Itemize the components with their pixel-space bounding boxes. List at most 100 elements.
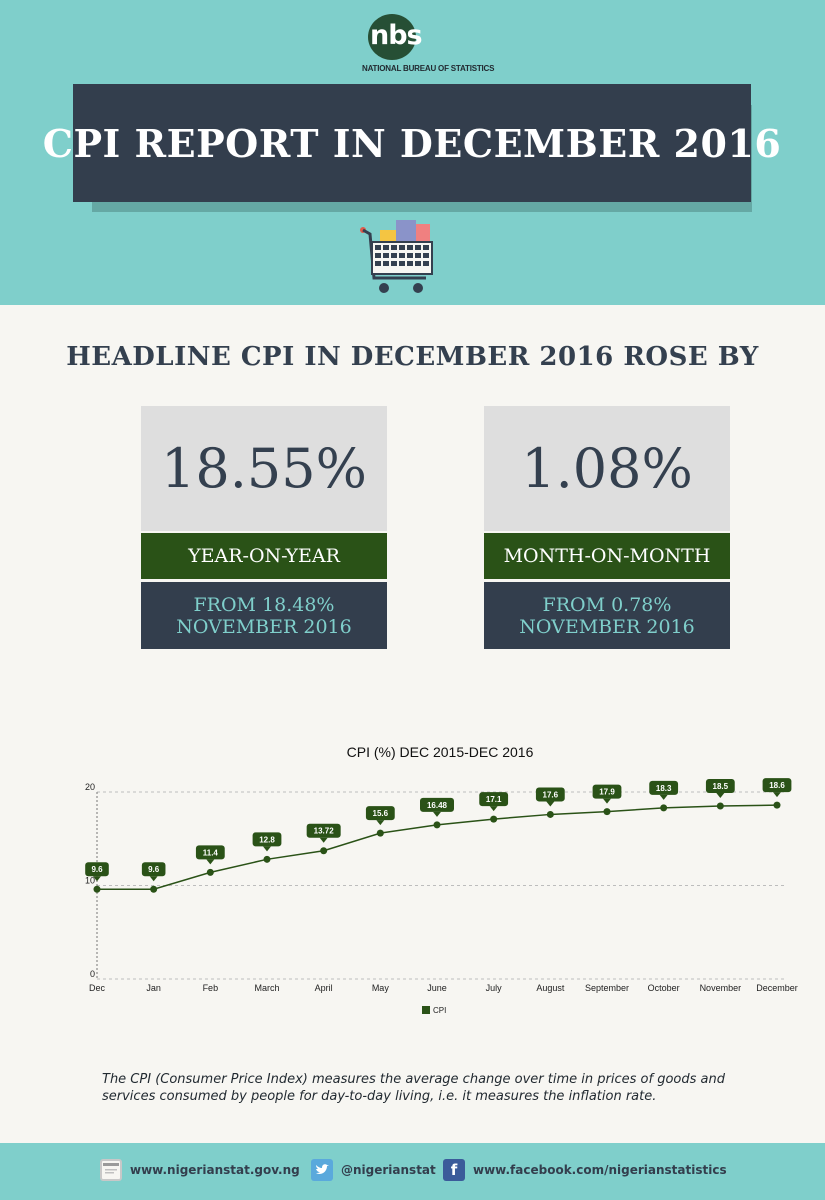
stat-previous: FROM 0.78% NOVEMBER 2016 xyxy=(484,582,730,649)
stat-card-year-on-year: 18.55% YEAR-ON-YEAR FROM 18.48% NOVEMBER… xyxy=(141,406,387,649)
data-label-box xyxy=(85,862,109,877)
stat-label: MONTH-ON-MONTH xyxy=(484,533,730,579)
x-tick-label: July xyxy=(486,983,503,993)
data-label-box xyxy=(479,792,509,807)
x-tick-label: Feb xyxy=(203,983,219,993)
data-label: 9.6 xyxy=(148,865,160,874)
data-label-box xyxy=(141,862,166,877)
data-label-box xyxy=(762,778,792,793)
header-banner: nbs NATIONAL BUREAU OF STATISTICS CPI RE… xyxy=(0,0,825,305)
data-label-box xyxy=(705,779,735,794)
footer: www.nigerianstat.gov.ng @nigerianstat f … xyxy=(0,1143,825,1200)
website-link[interactable]: www.nigerianstat.gov.ng xyxy=(100,1159,300,1181)
cpi-definition-note: The CPI (Consumer Price Index) measures … xyxy=(102,1072,725,1104)
data-point xyxy=(433,821,441,829)
data-point xyxy=(546,810,554,818)
nbs-logo: nbs NATIONAL BUREAU OF STATISTICS xyxy=(362,14,494,76)
chart-svg: CPI (%) DEC 2015-DEC 2016 0 10 20 Dec Jan Feb M… xyxy=(85,744,798,1015)
data-point xyxy=(716,802,724,810)
data-label: 17.6 xyxy=(543,790,559,799)
headline: HEADLINE CPI IN DECEMBER 2016 ROSE BY xyxy=(66,342,759,372)
x-tick-label: April xyxy=(315,983,333,993)
data-label-pointer xyxy=(93,876,101,882)
data-label-pointer xyxy=(489,806,498,812)
y-tick-label: 20 xyxy=(85,782,95,792)
data-label-pointer xyxy=(319,837,328,843)
data-point xyxy=(660,804,668,812)
data-label: 18.5 xyxy=(713,782,729,791)
data-label-pointer xyxy=(433,811,441,817)
stat-value: 18.55% xyxy=(141,406,387,531)
stat-label: YEAR-ON-YEAR xyxy=(141,533,387,579)
data-point xyxy=(773,801,781,809)
data-label: 15.6 xyxy=(373,809,389,818)
twitter-link[interactable]: @nigerianstat xyxy=(311,1159,436,1181)
cpi-line-chart: CPI (%) DEC 2015-DEC 2016 0 10 20 Dec Jan Feb M… xyxy=(70,735,810,1035)
data-label-box xyxy=(535,787,565,802)
data-label-box xyxy=(365,806,395,821)
data-point xyxy=(320,847,328,855)
facebook-url: www.facebook.com/nigerianstatistics xyxy=(473,1163,727,1177)
title-box: CPI REPORT IN DECEMBER 2016 xyxy=(43,84,781,202)
twitter-handle: @nigerianstat xyxy=(341,1163,436,1177)
data-point xyxy=(93,885,101,893)
data-label-pointer xyxy=(376,820,385,826)
data-label: 18.3 xyxy=(656,784,672,793)
data-point xyxy=(263,855,271,863)
stat-card-month-on-month: 1.08% MONTH-ON-MONTH FROM 0.78% NOVEMBER… xyxy=(484,406,730,649)
data-label: 17.9 xyxy=(599,788,615,797)
shopping-cart-icon xyxy=(360,220,433,293)
x-tick-label: May xyxy=(372,983,390,993)
x-tick-label: Jan xyxy=(146,983,161,993)
data-label-pointer xyxy=(773,792,781,798)
data-label-box xyxy=(306,823,341,838)
x-tick-label: August xyxy=(536,983,565,993)
website-text: www.nigerianstat.gov.ng xyxy=(130,1163,300,1177)
page-title: CPI REPORT IN DECEMBER 2016 xyxy=(42,120,782,166)
legend-label: CPI xyxy=(433,1006,446,1015)
data-label: 18.6 xyxy=(769,781,785,790)
logo-circle xyxy=(368,14,416,60)
legend-swatch xyxy=(422,1006,430,1014)
data-label-box xyxy=(252,832,282,847)
x-tick-label: October xyxy=(648,983,680,993)
x-tick-label: September xyxy=(585,983,629,993)
y-tick-label: 10 xyxy=(85,876,95,886)
data-label-pointer xyxy=(149,876,158,882)
logo-text: nbs xyxy=(370,20,423,51)
data-label-pointer xyxy=(716,793,725,799)
data-label-box xyxy=(649,780,679,795)
data-point xyxy=(376,829,384,837)
data-label-pointer xyxy=(659,794,668,800)
data-label-box xyxy=(592,784,622,799)
facebook-link[interactable]: f www.facebook.com/nigerianstatistics xyxy=(443,1159,727,1181)
agency-name: NATIONAL BUREAU OF STATISTICS xyxy=(362,64,495,73)
x-tick-label: June xyxy=(427,983,447,993)
data-label: 17.1 xyxy=(486,795,502,804)
data-label-pointer xyxy=(263,846,271,852)
data-label-box xyxy=(195,845,225,860)
data-point xyxy=(603,808,611,816)
data-point xyxy=(490,815,498,823)
browser-window-icon xyxy=(100,1159,122,1181)
x-tick-label: March xyxy=(254,983,279,993)
data-label-box xyxy=(420,797,454,812)
data-label: 11.4 xyxy=(203,848,219,857)
stat-previous-value: FROM 0.78% xyxy=(542,593,672,616)
stat-previous: FROM 18.48% NOVEMBER 2016 xyxy=(141,582,387,649)
data-point xyxy=(150,885,158,893)
data-label: 16.48 xyxy=(427,801,448,810)
facebook-icon: f xyxy=(443,1159,465,1181)
chart-title: CPI (%) DEC 2015-DEC 2016 xyxy=(347,744,534,760)
data-label-pointer xyxy=(603,798,611,804)
data-label: 13.72 xyxy=(314,827,335,836)
y-tick-label: 0 xyxy=(90,969,95,979)
x-tick-label: December xyxy=(756,983,798,993)
stat-value: 1.08% xyxy=(484,406,730,531)
stat-previous-value: FROM 18.48% xyxy=(193,593,335,616)
data-label-pointer xyxy=(206,859,215,865)
x-tick-label: November xyxy=(700,983,742,993)
x-tick-label: Dec xyxy=(89,983,106,993)
data-label: 12.8 xyxy=(259,835,275,844)
stat-previous-period: NOVEMBER 2016 xyxy=(519,615,695,638)
